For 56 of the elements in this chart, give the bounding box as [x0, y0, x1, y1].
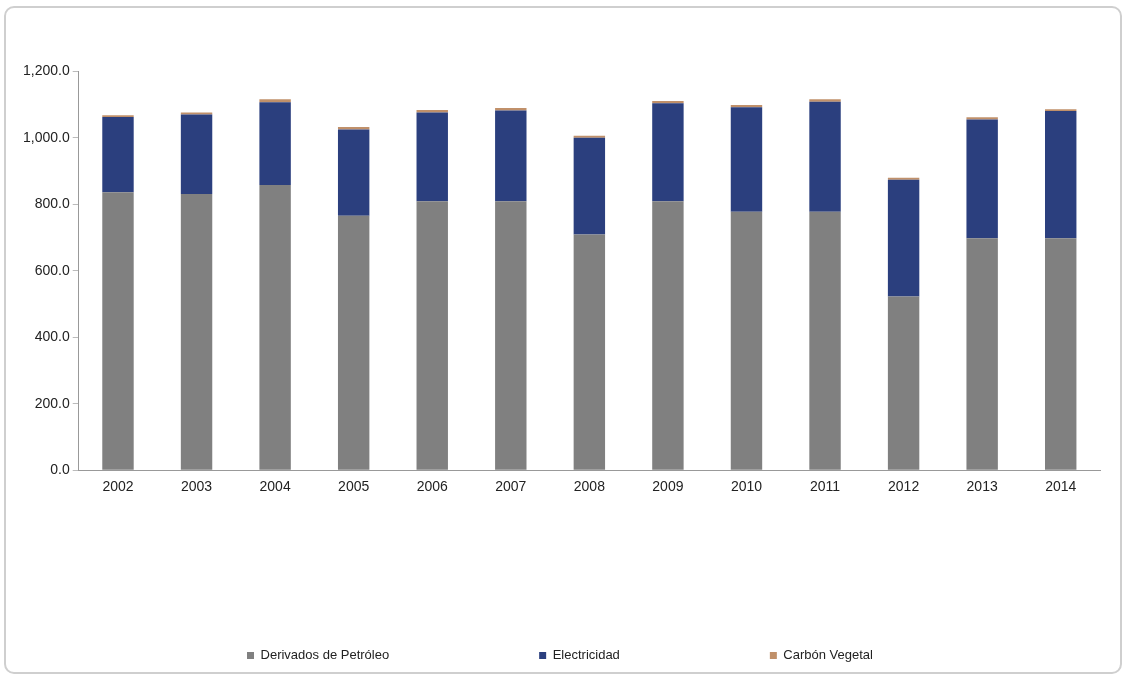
- bar: [337, 129, 370, 216]
- bar: [809, 211, 841, 470]
- x-tick-label: 2004: [259, 478, 291, 495]
- bar: [495, 110, 527, 202]
- bar: [416, 201, 448, 470]
- bar: [652, 201, 684, 470]
- bar: [887, 296, 920, 470]
- bar: [416, 109, 448, 113]
- x-tick-label: 2011: [809, 478, 841, 495]
- bar: [495, 201, 527, 470]
- bar: [337, 126, 370, 130]
- x-tick-label: 2006: [416, 478, 449, 495]
- bar: [102, 116, 134, 193]
- y-tick-label: 400.0: [34, 328, 70, 345]
- x-tick-label: 2012: [888, 478, 920, 495]
- bar: [887, 179, 920, 297]
- bar: [966, 238, 998, 470]
- y-tick-label: 0.0: [50, 461, 70, 478]
- y-tick-label: 1,200.0: [22, 62, 70, 79]
- x-tick-label: 2003: [180, 478, 213, 495]
- x-tick-label: 2014: [1045, 478, 1077, 495]
- x-tick-label: 2009: [652, 478, 684, 495]
- bar: [1045, 110, 1077, 239]
- bar: [102, 192, 134, 470]
- bar: [1045, 238, 1077, 470]
- legend-label: Carbón Vegetal: [783, 647, 874, 663]
- x-tick-label: 2005: [338, 478, 370, 495]
- y-tick-label: 1,000.0: [22, 128, 70, 145]
- legend-label: Electricidad: [552, 647, 620, 663]
- bar: [809, 101, 841, 212]
- y-tick-label: 800.0: [34, 195, 70, 212]
- bar: [180, 114, 213, 195]
- bar: [573, 135, 606, 138]
- bar: [573, 234, 606, 470]
- x-tick-label: 2007: [495, 478, 527, 495]
- x-tick-label: 2008: [573, 478, 606, 495]
- bar: [259, 99, 291, 103]
- bar: [966, 117, 998, 120]
- bar: [573, 137, 606, 235]
- bar: [180, 194, 213, 470]
- bar: [809, 99, 841, 102]
- bar: [966, 119, 998, 239]
- legend-label: Derivados de Petróleo: [260, 647, 390, 663]
- y-tick-label: 600.0: [34, 261, 70, 278]
- bar: [730, 211, 763, 470]
- x-tick-label: 2013: [966, 478, 998, 495]
- bar: [416, 112, 448, 202]
- x-tick-label: 2010: [730, 478, 763, 495]
- x-tick-label: 2002: [102, 478, 134, 495]
- bar: [337, 215, 370, 470]
- bar: [730, 107, 763, 212]
- bar: [495, 107, 527, 111]
- bar: [652, 103, 684, 202]
- bar: [259, 185, 291, 470]
- y-tick-label: 200.0: [34, 394, 70, 411]
- bar: [259, 102, 291, 186]
